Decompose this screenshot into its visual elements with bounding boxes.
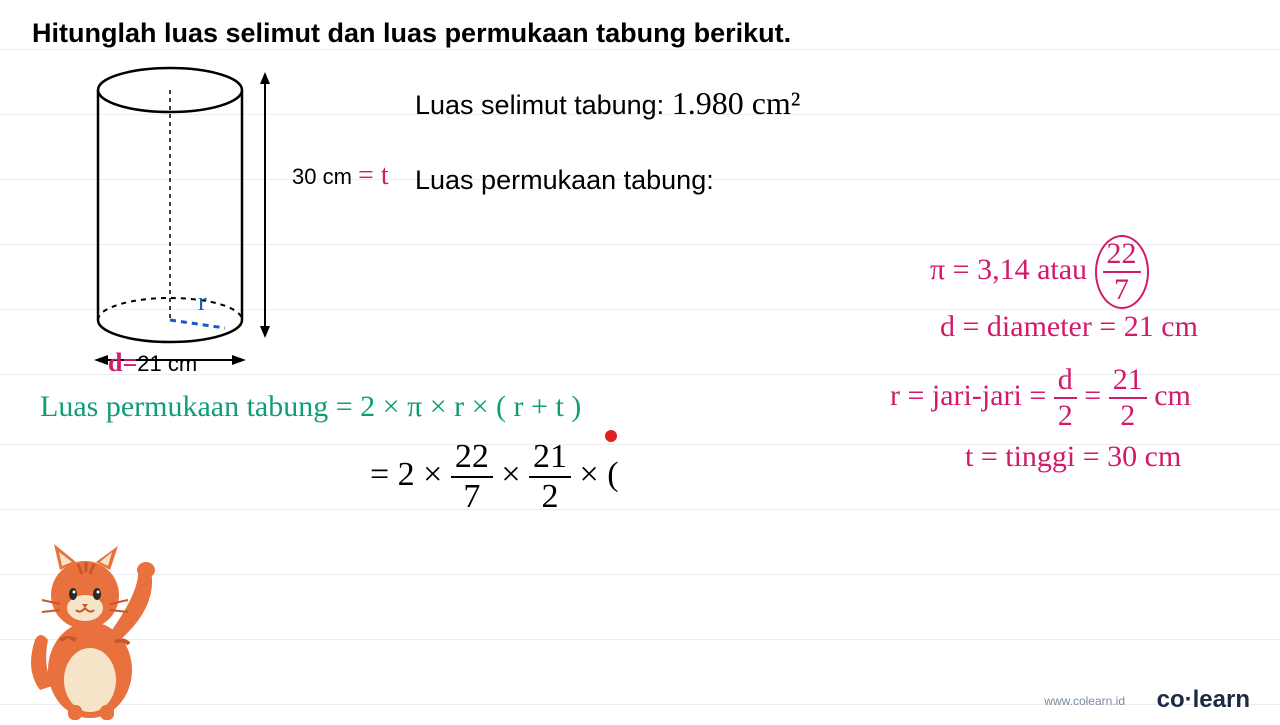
r-eq: = (1084, 379, 1101, 412)
cursor-dot-icon (605, 430, 617, 442)
diameter-value: 21 cm (137, 351, 197, 376)
note-d: d = diameter = 21 cm (940, 310, 1198, 344)
height-value: 30 cm (292, 164, 352, 189)
logo-a: co (1157, 686, 1185, 713)
r-frac-1: d 2 (1054, 365, 1077, 431)
line2-mid: × (501, 456, 520, 493)
footer-url: www.colearn.id (1044, 694, 1125, 708)
line2-f1-num: 22 (451, 440, 493, 478)
line2-f2-num: 21 (529, 440, 571, 478)
selimut-value: 1.980 cm² (672, 85, 801, 121)
pi-num: 22 (1103, 239, 1141, 273)
formula-line2: = 2 × 22 7 × 21 2 × ( (370, 440, 619, 514)
selimut-line: Luas selimut tabung: 1.980 cm² (415, 85, 800, 122)
line2-b: × ( (580, 456, 619, 493)
selimut-label: Luas selimut tabung: (415, 90, 664, 120)
page-content: Hitunglah luas selimut dan luas permukaa… (0, 0, 1280, 720)
footer-logo: co·learn (1157, 686, 1250, 714)
page-title: Hitunglah luas selimut dan luas permukaa… (32, 18, 791, 49)
note-pi: π = 3,14 atau 22 7 (930, 235, 1149, 309)
r-frac1-num: d (1054, 365, 1077, 399)
svg-text:r: r (198, 287, 207, 316)
line2-f2-den: 2 (529, 478, 571, 514)
formula-green: Luas permukaan tabung = 2 × π × r × ( r … (40, 390, 581, 424)
r-unit: cm (1154, 379, 1191, 412)
logo-b: learn (1193, 686, 1250, 713)
diameter-prefix: d= (108, 348, 137, 377)
permukaan-label: Luas permukaan tabung: (415, 165, 714, 196)
note-pi-text: π = 3,14 atau (930, 253, 1087, 286)
note-pi-frac-circled: 22 7 (1095, 235, 1149, 309)
pi-den: 7 (1103, 273, 1141, 305)
height-label: 30 cm = t (292, 160, 389, 192)
line2-f1-den: 7 (451, 478, 493, 514)
note-pi-frac: 22 7 (1103, 239, 1141, 305)
cat-mascot (20, 520, 180, 720)
r-frac1-den: 2 (1054, 399, 1077, 431)
cylinder-figure: r (80, 60, 290, 380)
note-t: t = tinggi = 30 cm (965, 440, 1181, 474)
line2-a: = 2 × (370, 456, 442, 493)
note-r: r = jari-jari = d 2 = 21 2 cm (890, 365, 1191, 431)
r-frac2-num: 21 (1109, 365, 1147, 399)
diameter-label: d=21 cm (108, 348, 197, 378)
line2-frac2: 21 2 (529, 440, 571, 514)
note-r-text: r = jari-jari = (890, 379, 1046, 412)
r-frac-2: 21 2 (1109, 365, 1147, 431)
r-frac2-den: 2 (1109, 399, 1147, 431)
height-var: = t (358, 160, 389, 191)
logo-dot: · (1185, 686, 1193, 713)
cylinder-svg: r (80, 60, 290, 380)
cat-svg (20, 520, 180, 720)
line2-frac1: 22 7 (451, 440, 493, 514)
